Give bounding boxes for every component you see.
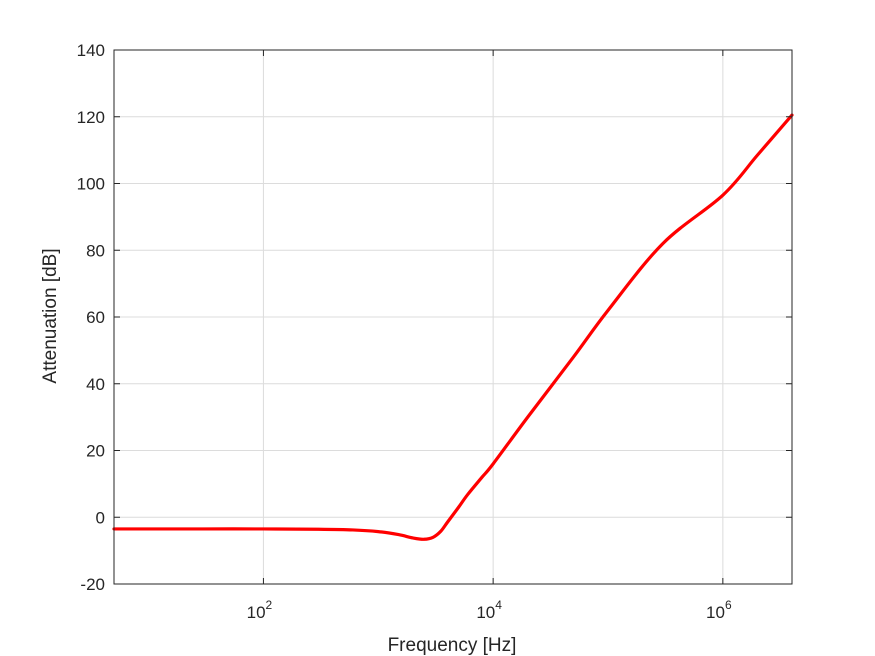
x-tick-labels: 102 104 106 [247, 598, 732, 622]
y-tick-label: 40 [86, 375, 105, 394]
grid [114, 49, 792, 585]
series-group [112, 113, 794, 541]
y-tick-label: 120 [77, 108, 105, 127]
series-line [112, 113, 794, 541]
y-tick-label: 20 [86, 442, 105, 461]
x-tick-label: 102 [247, 598, 273, 622]
y-tick-label: 60 [86, 308, 105, 327]
y-tick-label: -20 [80, 575, 105, 594]
y-tick-labels: -20 0 20 40 60 80 100 120 140 [77, 41, 105, 594]
y-tick-label: 100 [77, 175, 105, 194]
x-tick-label: 106 [706, 598, 732, 622]
x-tick-label: 104 [476, 598, 502, 622]
ticks [114, 49, 792, 585]
y-tick-label: 80 [86, 241, 105, 260]
y-tick-label: 140 [77, 41, 105, 60]
y-axis-label: Attenuation [dB] [40, 248, 61, 383]
y-tick-label: 0 [96, 508, 105, 527]
x-axis-label: Frequency [Hz] [388, 635, 517, 656]
